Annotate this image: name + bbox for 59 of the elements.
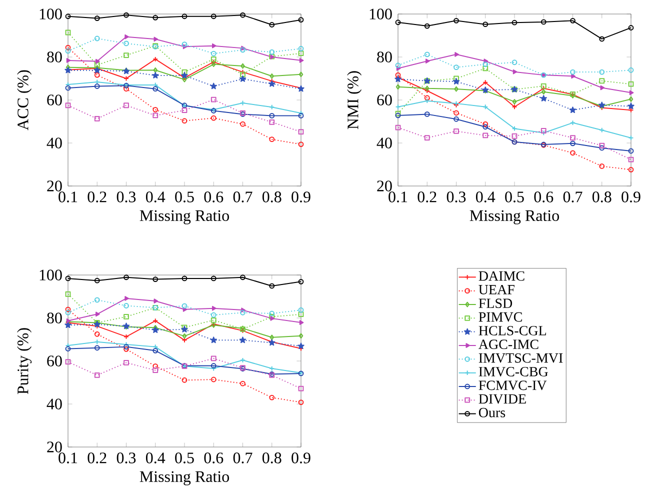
y-tick-label: 40 [46, 138, 62, 148]
legend-label: DAIMC [478, 271, 524, 281]
x-tick-label: 0.7 [233, 192, 252, 202]
y-axis-title: Purity (%) [17, 328, 32, 394]
x-tick-label: 0.8 [262, 192, 282, 202]
y-tick-label: 40 [376, 138, 392, 148]
y-axis-title: ACC (%) [17, 70, 32, 130]
x-tick-label: 0.9 [292, 192, 310, 202]
x-tick-label: 0.1 [58, 452, 78, 464]
y-tick-label: 60 [47, 94, 62, 106]
legend-label: AGC-IMC [478, 340, 538, 350]
x-tick-label: 0.5 [505, 192, 524, 202]
legend-label: HCLS-CGL [478, 326, 546, 336]
y-tick-label: 60 [47, 356, 62, 366]
legend-label: IMVTSC-MVI [478, 353, 563, 363]
legend-label: PIMVC [478, 312, 522, 322]
y-tick-label: 20 [377, 180, 392, 192]
x-tick-label: 0.7 [563, 192, 582, 202]
x-tick-label: 0.5 [175, 452, 194, 464]
x-tick-label: 0.2 [88, 452, 106, 464]
x-tick-label: 0.9 [292, 452, 310, 464]
x-axis-title: Missing Ratio [470, 210, 559, 224]
x-tick-label: 0.3 [116, 452, 136, 464]
legend-label: FLSD [478, 298, 512, 308]
x-tick-label: 0.8 [262, 452, 282, 464]
x-axis-title: Missing Ratio [140, 471, 230, 486]
legend-label: UEAF [478, 284, 514, 294]
x-tick-label: 0.4 [476, 192, 496, 202]
x-tick-label: 0.1 [58, 192, 78, 202]
legend-label: Ours [478, 408, 506, 418]
y-tick-label: 20 [47, 180, 62, 192]
x-tick-label: 0.4 [146, 452, 166, 464]
x-tick-label: 0.8 [592, 192, 612, 202]
y-tick-label: 60 [377, 94, 392, 106]
x-tick-label: 0.5 [175, 192, 194, 202]
y-tick-label: 40 [46, 398, 62, 410]
y-tick-label: 100 [40, 8, 62, 20]
x-tick-label: 0.6 [204, 452, 224, 464]
y-tick-label: 80 [377, 52, 392, 62]
y-tick-label: 80 [47, 312, 62, 324]
x-tick-label: 0.6 [204, 192, 224, 202]
y-tick-label: 20 [47, 442, 62, 452]
y-axis-title: NMI (%) [347, 71, 362, 130]
x-tick-label: 0.9 [622, 192, 640, 202]
x-tick-label: 0.7 [233, 452, 252, 464]
x-tick-label: 0.1 [388, 192, 408, 202]
x-tick-label: 0.6 [534, 192, 554, 202]
y-tick-label: 80 [47, 52, 62, 62]
legend-label: DIVIDE [478, 394, 526, 404]
y-tick-label: 100 [40, 270, 62, 280]
x-tick-label: 0.4 [146, 192, 166, 202]
y-tick-label: 100 [370, 8, 392, 20]
x-tick-label: 0.3 [446, 192, 466, 202]
legend-label: IMVC-CBG [478, 366, 548, 376]
legend-label: FCMVC-IV [478, 380, 547, 390]
x-tick-label: 0.2 [88, 192, 106, 202]
x-tick-label: 0.3 [116, 192, 136, 202]
x-axis-title: Missing Ratio [140, 210, 229, 224]
x-tick-label: 0.2 [418, 192, 436, 202]
